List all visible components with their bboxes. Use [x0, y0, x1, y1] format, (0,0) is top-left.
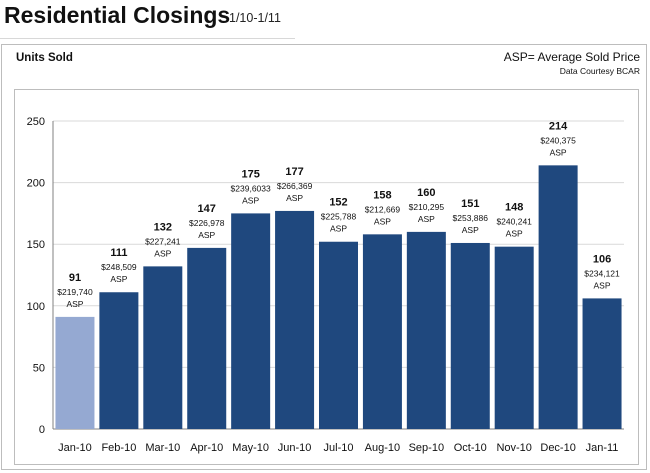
data-label: 158	[373, 189, 391, 201]
bar	[187, 247, 227, 429]
x-tick-label: May-10	[232, 442, 269, 454]
asp-label: $210,295	[409, 202, 445, 212]
asp-suffix-label: ASP	[66, 299, 83, 309]
x-tick-label: Jul-10	[324, 442, 354, 454]
y-measure-label: Units Sold	[16, 52, 73, 64]
data-label: 147	[198, 203, 216, 215]
data-label: 148	[505, 202, 523, 214]
y-tick-label: 250	[27, 116, 45, 128]
bar	[494, 246, 534, 429]
asp-label: $253,886	[453, 213, 489, 223]
data-credit: Data Courtesy BCAR	[559, 66, 640, 76]
bar	[319, 241, 358, 429]
asp-suffix-label: ASP	[242, 195, 259, 205]
data-label: 175	[241, 168, 259, 180]
asp-suffix-label: ASP	[154, 248, 171, 258]
data-label: 132	[154, 221, 172, 233]
bar	[406, 231, 446, 429]
x-tick-label: Mar-10	[145, 442, 180, 454]
asp-suffix-label: ASP	[374, 216, 391, 226]
asp-label: $226,978	[189, 218, 225, 228]
plot-area-frame	[14, 89, 639, 465]
asp-label: $239,6033	[231, 183, 271, 193]
bar	[99, 292, 139, 429]
x-tick-label: Jan-11	[586, 442, 619, 454]
y-tick-label: 150	[27, 239, 45, 251]
x-tick-label: Oct-10	[454, 442, 487, 454]
asp-label: $212,669	[365, 204, 401, 214]
asp-suffix-label: ASP	[198, 230, 215, 240]
x-tick-label: Feb-10	[101, 442, 136, 454]
bar	[55, 316, 95, 429]
asp-label: $225,788	[321, 212, 357, 222]
data-label: 160	[417, 187, 435, 199]
date-range: 1/10-1/11	[229, 11, 281, 25]
bar	[275, 210, 315, 429]
data-label: 177	[285, 166, 303, 178]
page-title: Residential Closings	[4, 2, 231, 28]
asp-label: $227,241	[145, 236, 181, 246]
asp-suffix-label: ASP	[110, 274, 127, 284]
asp-suffix-label: ASP	[330, 224, 347, 234]
data-label: 151	[461, 198, 479, 210]
y-tick-label: 50	[33, 362, 45, 374]
x-tick-label: Jun-10	[278, 442, 312, 454]
x-tick-label: Jan-10	[58, 442, 92, 454]
asp-label: $240,241	[496, 217, 532, 227]
asp-suffix-label: ASP	[286, 193, 303, 203]
asp-suffix-label: ASP	[418, 214, 435, 224]
x-tick-label: Aug-10	[365, 442, 400, 454]
y-tick-label: 200	[27, 178, 45, 190]
data-label: 214	[549, 120, 568, 132]
bar	[538, 165, 578, 430]
data-label: 111	[110, 247, 127, 259]
y-tick-label: 100	[27, 301, 45, 313]
asp-definition: ASP= Average Sold Price	[503, 50, 640, 64]
data-label: 106	[593, 253, 611, 265]
asp-label: $248,509	[101, 262, 137, 272]
x-tick-label: Nov-10	[496, 442, 531, 454]
asp-suffix-label: ASP	[550, 147, 567, 157]
asp-label: $234,121	[584, 268, 620, 278]
data-label: 91	[69, 272, 81, 284]
data-label: 152	[329, 197, 347, 209]
y-tick-label: 0	[39, 424, 45, 436]
x-tick-label: Sep-10	[409, 442, 444, 454]
bar	[450, 242, 490, 429]
asp-label: $219,740	[57, 287, 93, 297]
asp-suffix-label: ASP	[506, 229, 523, 239]
bar	[143, 266, 183, 429]
bar	[231, 213, 271, 429]
bar	[362, 234, 402, 429]
asp-label: $240,375	[540, 135, 576, 145]
asp-suffix-label: ASP	[462, 225, 479, 235]
title-divider	[0, 38, 295, 39]
x-tick-label: Dec-10	[540, 442, 575, 454]
bar	[582, 298, 622, 429]
x-tick-label: Apr-10	[190, 442, 223, 454]
asp-label: $266,369	[277, 181, 313, 191]
asp-suffix-label: ASP	[594, 280, 611, 290]
